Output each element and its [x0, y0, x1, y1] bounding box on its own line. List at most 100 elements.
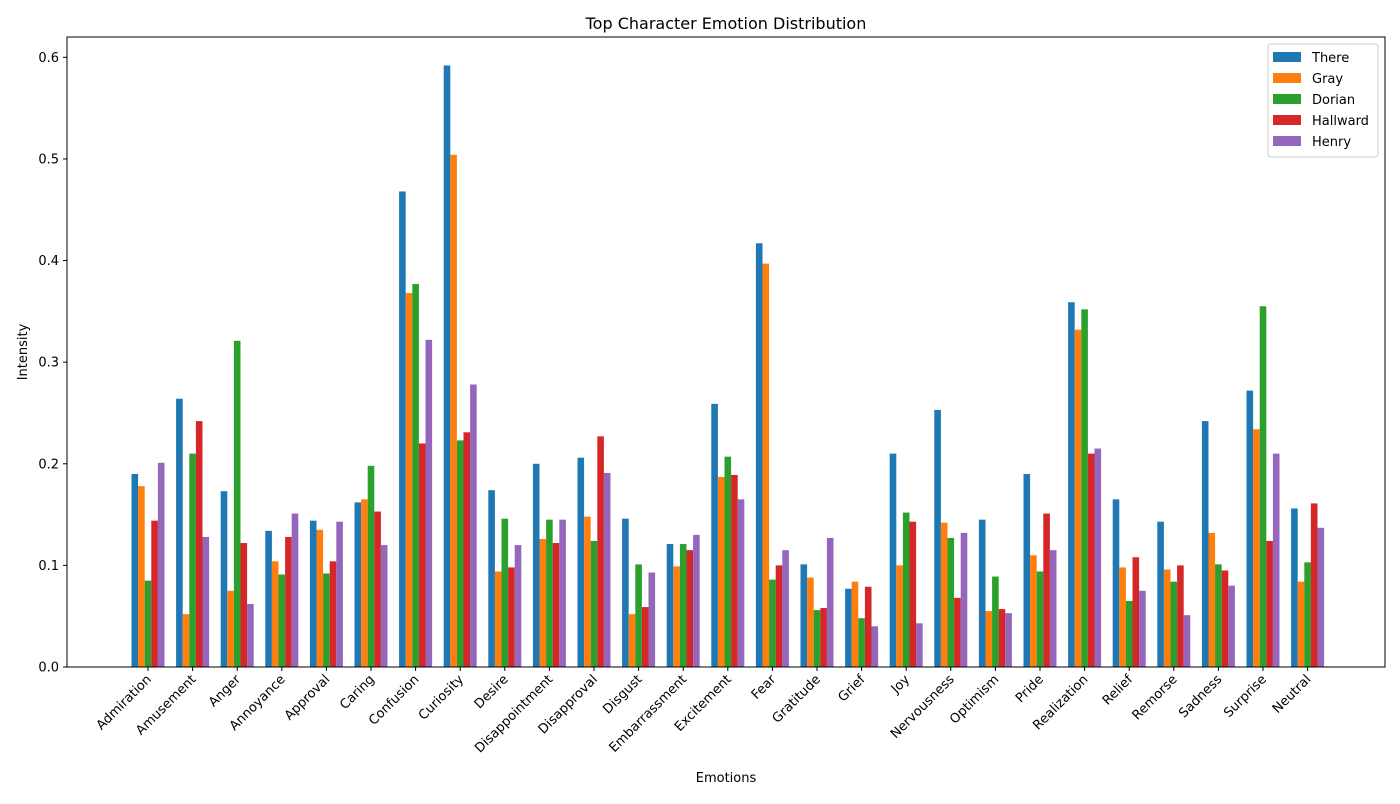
bar-anger-there [220, 491, 228, 667]
y-tick-label: 0.3 [38, 356, 59, 371]
legend-swatch-there [1273, 52, 1301, 62]
bar-curiosity-henry [470, 384, 477, 667]
bar-annoyance-dorian [278, 574, 286, 667]
bar-relief-dorian [1125, 600, 1133, 667]
bar-anger-dorian [233, 340, 241, 667]
bar-realization-there [1068, 302, 1075, 667]
y-tick-label: 0.1 [38, 559, 59, 574]
bar-confusion-hallward [418, 443, 426, 667]
y-tick-label: 0.4 [38, 254, 59, 269]
bar-sadness-hallward [1221, 570, 1229, 667]
legend-swatch-hallward [1273, 115, 1301, 125]
bar-disapproval-hallward [597, 436, 604, 667]
bar-caring-henry [380, 545, 388, 667]
bar-excitement-gray [717, 476, 725, 667]
bar-optimism-there [978, 519, 986, 667]
bar-sadness-gray [1208, 532, 1216, 667]
bar-fear-gray [762, 263, 770, 667]
bar-curiosity-gray [450, 154, 457, 667]
bar-annoyance-henry [291, 513, 299, 667]
bar-relief-gray [1119, 567, 1126, 667]
bar-disappointment-dorian [546, 519, 553, 667]
bar-approval-henry [336, 521, 343, 667]
y-tick-label: 0.2 [38, 457, 59, 472]
bar-realization-gray [1074, 329, 1082, 667]
bar-admiration-there [131, 473, 139, 667]
bar-grief-dorian [858, 618, 865, 667]
bar-optimism-hallward [998, 609, 1006, 667]
chart-legend: There Gray Dorian Hallward Henry [1267, 43, 1379, 158]
bar-gratitude-hallward [820, 608, 827, 667]
bar-desire-gray [494, 571, 502, 667]
bar-grief-henry [871, 626, 879, 667]
x-tick-label-approval: Approval [282, 672, 333, 723]
bar-joy-gray [896, 565, 903, 667]
bar-relief-hallward [1132, 557, 1140, 667]
bar-sadness-there [1201, 421, 1209, 667]
bar-confusion-gray [405, 293, 413, 667]
bar-embarrassment-gray [673, 566, 680, 667]
y-axis: 0.0 0.1 0.2 0.3 0.4 0.5 0.6 [38, 51, 67, 676]
bar-remorse-hallward [1177, 565, 1184, 667]
bar-embarrassment-there [666, 544, 674, 667]
bar-fear-dorian [769, 579, 776, 667]
bar-neutral-henry [1317, 527, 1325, 667]
bar-grief-gray [851, 581, 859, 667]
y-tick-label: 0.5 [38, 152, 59, 167]
bar-admiration-dorian [144, 580, 152, 667]
bar-optimism-gray [985, 611, 993, 667]
bar-nervousness-there [934, 409, 941, 667]
bar-approval-there [309, 520, 317, 667]
bar-embarrassment-hallward [686, 550, 694, 667]
bar-neutral-gray [1297, 581, 1305, 667]
bar-sadness-dorian [1215, 564, 1222, 667]
bar-approval-hallward [329, 561, 337, 667]
legend-label-henry: Henry [1312, 135, 1351, 150]
legend-label-hallward: Hallward [1312, 114, 1369, 129]
bar-neutral-dorian [1304, 562, 1311, 667]
bar-optimism-dorian [992, 576, 999, 667]
bar-surprise-there [1246, 390, 1254, 667]
x-tick-label-remorse: Remorse [1130, 672, 1181, 723]
bar-surprise-gray [1253, 429, 1260, 667]
legend-label-dorian: Dorian [1312, 93, 1355, 108]
bar-pride-dorian [1036, 571, 1044, 667]
bar-nervousness-gray [940, 522, 948, 667]
y-tick-label: 0.0 [38, 661, 59, 676]
x-tick-label-pride: Pride [1013, 672, 1047, 706]
bar-disgust-there [622, 518, 629, 667]
plot-area-frame [66, 36, 1386, 668]
bar-realization-henry [1094, 448, 1102, 667]
bar-fear-there [755, 243, 763, 667]
x-tick-label-surprise: Surprise [1221, 672, 1270, 721]
x-tick-label-curiosity: Curiosity [416, 672, 467, 723]
x-tick-label-sadness: Sadness [1176, 672, 1225, 721]
bar-amusement-dorian [189, 453, 196, 667]
bar-desire-there [488, 490, 495, 667]
bar-remorse-dorian [1170, 581, 1178, 667]
bar-pride-gray [1030, 555, 1037, 667]
bar-excitement-there [711, 403, 718, 667]
bar-relief-there [1112, 499, 1120, 667]
bar-sadness-henry [1228, 585, 1235, 667]
bar-admiration-henry [157, 462, 165, 667]
bar-annoyance-gray [271, 561, 279, 667]
bar-excitement-hallward [731, 474, 738, 667]
bar-embarrassment-henry [693, 534, 700, 667]
bar-joy-hallward [909, 521, 917, 667]
bar-anger-hallward [240, 543, 248, 667]
bar-caring-there [354, 502, 362, 667]
legend-box [1267, 43, 1379, 158]
bar-neutral-hallward [1310, 503, 1318, 667]
bar-admiration-hallward [151, 520, 158, 667]
bar-fear-hallward [775, 565, 783, 667]
bar-curiosity-dorian [456, 440, 464, 667]
bar-joy-henry [916, 623, 923, 667]
bar-desire-dorian [501, 518, 509, 667]
bar-disapproval-dorian [590, 541, 598, 667]
bar-surprise-dorian [1259, 306, 1267, 667]
bar-pride-there [1023, 473, 1031, 667]
